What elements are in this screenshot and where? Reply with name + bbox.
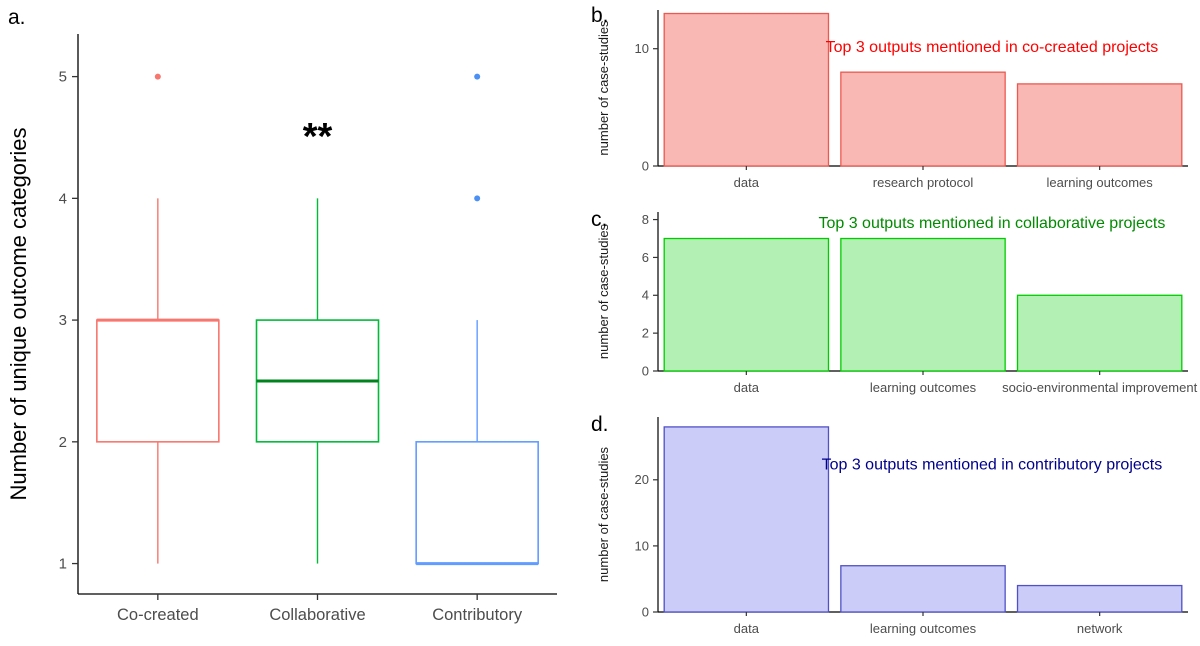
svg-text:Contributory: Contributory — [432, 606, 523, 624]
svg-text:data: data — [734, 380, 760, 395]
svg-text:Top 3 outputs mentioned in co-: Top 3 outputs mentioned in co-created pr… — [826, 39, 1159, 56]
panel-d-letter: d. — [591, 413, 609, 436]
svg-text:0: 0 — [642, 363, 649, 378]
panel-c-letter: c. — [591, 208, 608, 231]
svg-text:0: 0 — [642, 158, 649, 173]
panel-b-letter: b. — [591, 4, 609, 27]
panel-b: b. 0 10 data research protocol learning outc… — [575, 0, 1200, 200]
svg-text:Co-created: Co-created — [117, 606, 199, 624]
svg-text:3: 3 — [59, 312, 67, 329]
panel-d: d. 0 10 20 data learning outcomes network Top … — [575, 405, 1200, 646]
svg-text:Number of unique outcome categ: Number of unique outcome categories — [6, 128, 31, 501]
svg-text:learning outcomes: learning outcomes — [1047, 175, 1154, 190]
svg-text:2: 2 — [642, 326, 649, 341]
svg-text:network: network — [1077, 621, 1123, 636]
svg-text:1: 1 — [59, 556, 67, 573]
panel-c: c. 0 2 4 6 8 data learning outcomes socio-envir… — [575, 200, 1200, 405]
right-column: b. 0 10 data research protocol learning outc… — [575, 0, 1200, 646]
svg-text:data: data — [734, 175, 760, 190]
svg-text:4: 4 — [59, 190, 67, 207]
svg-text:20: 20 — [635, 472, 649, 487]
svg-text:learning outcomes: learning outcomes — [870, 621, 977, 636]
svg-text:2: 2 — [59, 434, 67, 451]
panel-a-letter: a. — [8, 6, 26, 29]
svg-text:5: 5 — [59, 69, 67, 86]
svg-text:**: ** — [303, 116, 333, 158]
boxplot-unique-outcome-categories: 1 2 3 4 5 Co-created Collaborative Contributory… — [6, 34, 557, 624]
svg-text:Top 3 outputs mentioned in col: Top 3 outputs mentioned in collaborative… — [818, 215, 1165, 232]
svg-text:4: 4 — [642, 288, 649, 303]
svg-text:number of case-studies: number of case-studies — [596, 446, 611, 582]
barchart-contributory-outputs: 0 10 20 data learning outcomes network Top 3 o… — [596, 417, 1188, 636]
panel-a: a. 1 2 3 4 5 Co-created Collaborative Contribut… — [0, 0, 575, 646]
svg-text:6: 6 — [642, 250, 649, 265]
barchart-collaborative-outputs: 0 2 4 6 8 data learning outcomes socio-environm… — [596, 212, 1198, 395]
svg-text:10: 10 — [635, 538, 649, 553]
svg-text:data: data — [734, 621, 760, 636]
svg-text:Top 3 outputs mentioned in con: Top 3 outputs mentioned in contributory … — [822, 457, 1163, 474]
svg-text:Collaborative: Collaborative — [269, 606, 365, 624]
svg-text:8: 8 — [642, 212, 649, 227]
svg-text:number of case-studies: number of case-studies — [596, 223, 611, 359]
svg-text:10: 10 — [635, 41, 649, 56]
svg-text:number of case-studies: number of case-studies — [596, 20, 611, 156]
svg-text:socio-environmental improvemen: socio-environmental improvement — [1002, 380, 1197, 395]
svg-text:learning outcomes: learning outcomes — [870, 380, 977, 395]
svg-text:0: 0 — [642, 604, 649, 619]
barchart-cocreated-outputs: 0 10 data research protocol learning outcome… — [596, 10, 1188, 190]
svg-text:research protocol: research protocol — [873, 175, 974, 190]
